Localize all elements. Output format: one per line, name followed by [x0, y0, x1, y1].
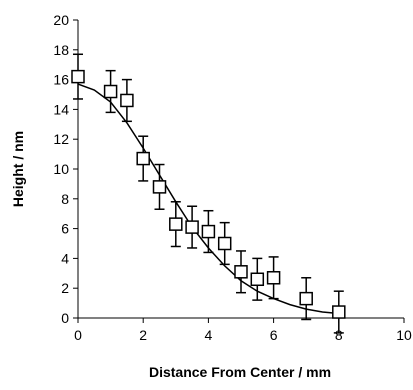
x-tick-label: 6 [270, 327, 278, 343]
data-point [332, 305, 346, 319]
data-point [152, 180, 167, 194]
data-point [201, 224, 216, 239]
y-tick-label: 8 [61, 191, 69, 207]
data-point [234, 265, 248, 279]
tick-labels: 0 2 4 6 8 10 12 14 16 18 20 0 2 4 6 8 10 [53, 12, 412, 343]
data-point [103, 84, 118, 99]
y-tick-label: 14 [53, 101, 69, 117]
data-point [217, 236, 232, 251]
data-point [71, 69, 85, 84]
y-tick-label: 10 [53, 161, 69, 177]
y-tick-label: 16 [53, 72, 69, 88]
data-points-layer [71, 53, 346, 334]
data-point [250, 272, 265, 287]
x-tick-label: 10 [396, 327, 412, 343]
data-point [266, 271, 281, 285]
data-point [299, 291, 313, 306]
fit-curve-layer [77, 83, 339, 315]
x-tick-label: 0 [74, 327, 82, 343]
x-axis-title: Distance From Center / mm [149, 364, 331, 380]
y-tick-label: 6 [61, 221, 69, 237]
y-tick-label: 18 [53, 42, 69, 58]
y-tick-label: 2 [61, 280, 69, 296]
y-tick-label: 0 [61, 310, 69, 326]
y-axis-title: Height / nm [10, 131, 26, 207]
y-tick-label: 12 [53, 131, 69, 147]
data-point [120, 93, 134, 108]
y-tick-label: 20 [53, 12, 69, 28]
fit-curve [77, 83, 339, 315]
data-point [136, 151, 150, 166]
x-tick-label: 2 [139, 327, 147, 343]
data-point [185, 220, 199, 234]
x-tick-label: 4 [205, 327, 213, 343]
y-tick-label: 4 [61, 250, 69, 266]
x-tick-label: 8 [335, 327, 343, 343]
data-point [169, 217, 183, 231]
